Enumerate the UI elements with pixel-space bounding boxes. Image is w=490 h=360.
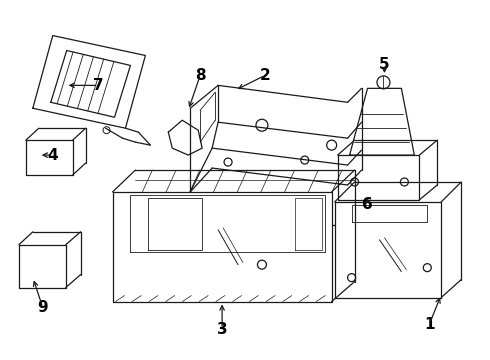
Text: 9: 9	[37, 300, 48, 315]
Text: 1: 1	[424, 317, 435, 332]
Text: 8: 8	[195, 68, 205, 83]
Text: 4: 4	[48, 148, 58, 163]
Text: 2: 2	[260, 68, 270, 83]
Text: 6: 6	[362, 197, 373, 212]
Text: 5: 5	[379, 57, 390, 72]
Text: 3: 3	[217, 322, 227, 337]
Text: 7: 7	[93, 78, 104, 93]
